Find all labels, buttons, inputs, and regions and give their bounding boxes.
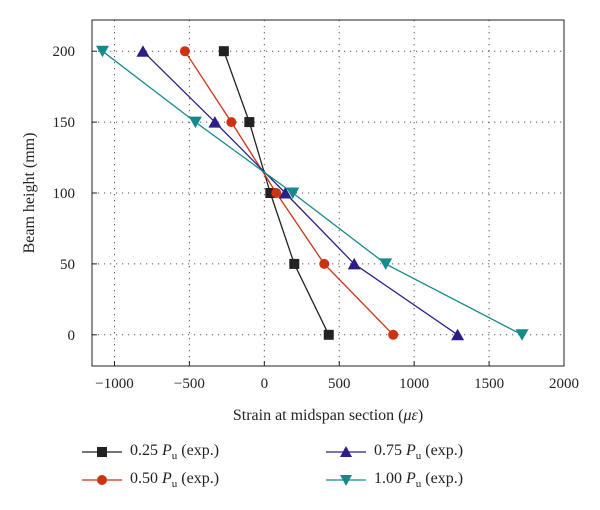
legend: 0.25 Pu (exp.) 0.50 Pu (exp.) 0.75 Pu (e… <box>0 432 600 502</box>
y-tick-label: 200 <box>53 44 76 60</box>
series-layer <box>95 45 529 341</box>
x-tick-label: −1000 <box>95 376 133 392</box>
y-tick-label: 0 <box>68 328 76 344</box>
x-axis-title: Strain at midspan section (μɛ) <box>233 407 423 424</box>
series-2 <box>179 46 399 340</box>
grid <box>92 20 565 366</box>
series-4 <box>95 45 529 341</box>
data-point-triangle-up <box>451 328 465 341</box>
x-tick-label: 2000 <box>549 376 579 392</box>
data-point-square <box>265 188 276 198</box>
data-point-square <box>244 117 255 128</box>
data-point-triangle-down <box>95 45 109 58</box>
data-point-triangle-up <box>278 187 292 199</box>
data-point-triangle-down <box>379 258 393 270</box>
legend-label-series-2: 0.50 Pu (exp.) <box>130 469 220 491</box>
x-tick-label: 1000 <box>399 376 429 392</box>
legend-item-series-3: 0.75 Pu (exp.) <box>326 440 463 464</box>
data-point-triangle-up <box>208 116 222 128</box>
legend-item-series-4: 1.00 Pu (exp.) <box>326 468 463 492</box>
axis-ticks: −1000 −500 0 500 1000 1500 2000 0 50 100 150 200 <box>53 44 580 392</box>
legend-item-series-2: 0.50 Pu (exp.) <box>82 468 219 492</box>
data-point-circle <box>319 258 330 269</box>
legend-label-series-3: 0.75 Pu (exp.) <box>374 441 464 463</box>
data-point-circle <box>271 188 282 198</box>
data-point-triangle-down <box>286 187 300 199</box>
legend-marker-circle <box>82 475 122 485</box>
x-tick-label: −500 <box>174 376 205 392</box>
legend-item-series-1: 0.25 Pu (exp.) <box>82 440 219 464</box>
data-point-triangle-up <box>347 257 361 270</box>
x-tick-label: 1500 <box>474 376 504 392</box>
data-point-triangle-down <box>515 329 529 341</box>
data-point-triangle-up <box>136 45 150 57</box>
data-point-triangle-down <box>188 116 202 129</box>
x-tick-label: 0 <box>261 376 269 392</box>
legend-label-series-4: 1.00 Pu (exp.) <box>374 469 464 491</box>
legend-label-series-1: 0.25 Pu (exp.) <box>130 441 220 463</box>
chart: −1000 −500 0 500 1000 1500 2000 0 50 100 150 200 St… <box>21 19 580 424</box>
y-tick-label: 150 <box>53 115 76 131</box>
series-1 <box>218 46 334 340</box>
series-3 <box>136 45 465 341</box>
y-tick-label: 50 <box>60 257 75 273</box>
x-tick-label: 500 <box>328 376 351 392</box>
data-point-square <box>218 46 229 57</box>
data-point-square <box>289 258 300 269</box>
data-point-circle <box>179 46 190 57</box>
data-point-square <box>323 329 334 340</box>
plot-frame <box>91 19 565 367</box>
legend-marker-square <box>82 447 122 457</box>
y-axis-title: Beam height (mm) <box>21 133 38 254</box>
data-point-circle <box>226 117 237 128</box>
legend-marker-triangle-up <box>326 446 366 457</box>
y-tick-label: 100 <box>53 186 76 202</box>
series-2-line <box>184 50 394 336</box>
legend-marker-triangle-down <box>326 475 366 486</box>
data-point-circle <box>388 329 399 340</box>
